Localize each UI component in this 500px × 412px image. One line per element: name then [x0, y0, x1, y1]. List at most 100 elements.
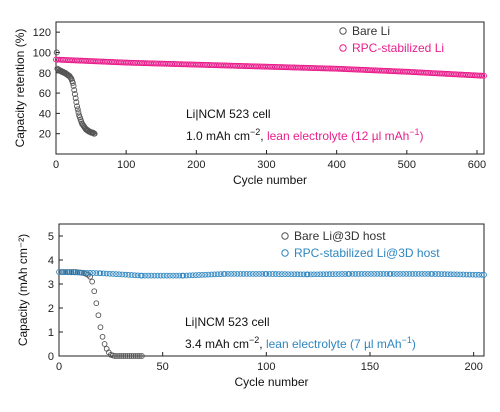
data-point — [67, 74, 74, 81]
data-point — [323, 271, 330, 278]
data-point — [173, 272, 179, 279]
data-point — [387, 271, 394, 277]
x-tick-label: 0 — [53, 159, 59, 171]
data-point — [406, 271, 413, 277]
data-point — [454, 271, 460, 278]
y-tick-label: 5 — [48, 231, 54, 243]
data-point — [199, 271, 205, 278]
data-point — [329, 271, 336, 277]
data-point — [234, 271, 241, 277]
data-point — [128, 272, 135, 278]
data-point — [466, 271, 473, 278]
x-tick-label: 100 — [257, 361, 275, 373]
data-point — [288, 271, 295, 278]
data-point — [214, 271, 221, 278]
data-point — [240, 271, 247, 277]
x-tick-label: 300 — [257, 159, 275, 171]
data-point — [70, 83, 77, 89]
data-point — [294, 271, 301, 278]
data-point — [56, 269, 62, 275]
data-point — [170, 272, 176, 279]
data-point — [377, 271, 384, 277]
plot-frame — [55, 21, 485, 155]
data-point — [272, 271, 279, 277]
data-point — [183, 272, 190, 279]
data-point — [134, 353, 141, 359]
y-tick-label: 80 — [39, 68, 51, 80]
data-point — [304, 271, 311, 278]
legend-label: RPC-stabilized Li — [352, 41, 444, 55]
data-point — [394, 271, 400, 277]
y-tick-label: 4 — [48, 255, 54, 267]
series-bare-li-3d-host — [58, 269, 145, 359]
x-tick-label: 200 — [464, 361, 482, 373]
data-point — [263, 271, 270, 277]
data-point — [479, 271, 485, 278]
data-point — [176, 272, 183, 279]
data-point — [415, 271, 422, 277]
data-point — [365, 271, 371, 277]
data-point — [211, 271, 218, 278]
data-point — [71, 87, 78, 93]
legend-marker — [339, 44, 347, 52]
x-tick-label: 0 — [56, 361, 62, 373]
data-point — [93, 270, 100, 276]
data-point — [253, 271, 259, 277]
data-point — [225, 271, 231, 277]
data-point — [77, 269, 84, 276]
data-point — [90, 270, 97, 276]
x-tick-label: 200 — [187, 159, 205, 171]
data-point — [62, 269, 69, 276]
data-point — [320, 271, 327, 278]
data-point — [336, 271, 342, 277]
data-point — [154, 272, 161, 279]
data-point — [285, 271, 291, 278]
y-axis-label: Capacity retention (%) — [13, 29, 27, 148]
data-point — [358, 271, 365, 277]
data-point — [346, 271, 353, 277]
data-point — [72, 95, 79, 102]
data-point — [101, 341, 108, 347]
data-point — [160, 272, 167, 279]
data-point — [132, 353, 139, 359]
data-point — [332, 271, 339, 277]
data-point — [275, 271, 282, 277]
data-point — [368, 271, 374, 277]
data-point — [192, 272, 199, 278]
data-point — [74, 269, 81, 276]
data-point — [228, 271, 234, 277]
data-point — [196, 272, 202, 278]
data-point — [481, 272, 487, 278]
data-point — [151, 272, 158, 279]
legend-label: Bare Li — [352, 24, 390, 38]
data-point — [479, 72, 486, 79]
data-point — [425, 271, 431, 277]
data-point — [128, 353, 135, 359]
data-point — [99, 333, 106, 340]
data-point — [137, 353, 143, 359]
data-point — [103, 270, 110, 277]
data-point — [110, 271, 116, 277]
data-point — [383, 271, 390, 277]
y-axis-label: Capacity (mAh cm⁻²) — [16, 234, 30, 346]
annotation-conditions: 3.4 mAh cm−2, lean electrolyte (7 µl mAh… — [185, 335, 416, 351]
data-point — [339, 271, 345, 277]
data-point — [311, 271, 317, 278]
data-point — [243, 271, 250, 277]
data-point — [308, 271, 314, 278]
data-point — [282, 271, 288, 277]
data-point — [59, 269, 65, 275]
data-point — [112, 353, 118, 359]
data-point — [477, 72, 484, 79]
data-point — [469, 271, 476, 278]
data-point — [432, 271, 439, 277]
plot-frame — [58, 223, 485, 357]
data-point — [237, 271, 244, 277]
data-point — [438, 271, 445, 277]
data-point — [352, 271, 359, 277]
annotation-cell: Li|NCM 523 cell — [185, 315, 269, 329]
data-point — [217, 271, 224, 277]
data-point — [74, 106, 81, 113]
x-tick-label: 500 — [398, 159, 416, 171]
legend-marker — [281, 249, 289, 257]
